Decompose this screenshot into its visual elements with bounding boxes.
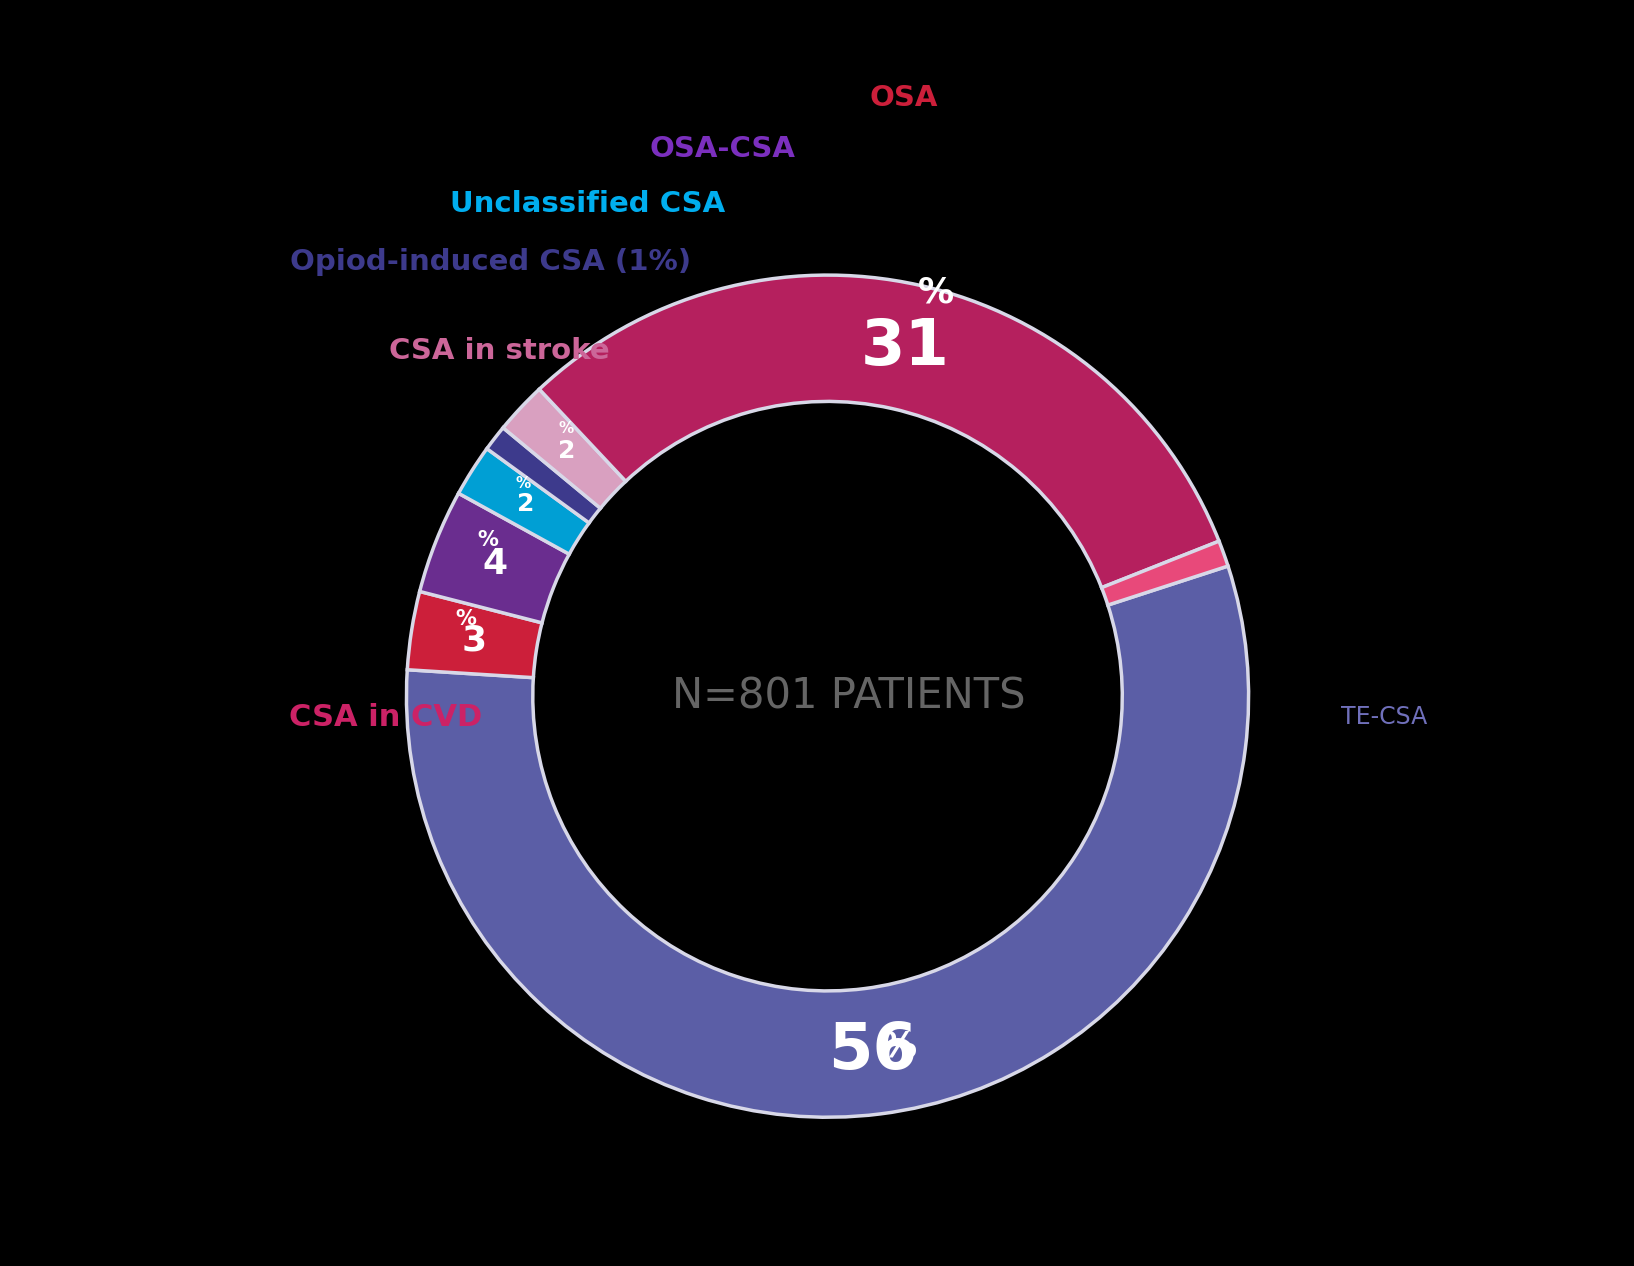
Text: 31: 31 [861, 316, 949, 377]
Text: 56: 56 [828, 1020, 917, 1082]
Wedge shape [420, 494, 569, 623]
Text: %: % [477, 529, 498, 549]
Text: 4: 4 [482, 547, 507, 581]
Text: Unclassified CSA: Unclassified CSA [449, 190, 725, 218]
Wedge shape [487, 428, 600, 523]
Wedge shape [407, 566, 1248, 1117]
Text: CSA in CVD: CSA in CVD [289, 703, 482, 732]
Text: %: % [515, 476, 531, 491]
Text: %: % [881, 1029, 917, 1063]
Text: 2: 2 [516, 492, 534, 517]
Text: TE-CSA: TE-CSA [1342, 705, 1428, 729]
Text: CSA in stroke: CSA in stroke [389, 337, 609, 365]
Wedge shape [407, 591, 542, 677]
Text: N=801 PATIENTS: N=801 PATIENTS [672, 675, 1026, 717]
Text: %: % [918, 276, 954, 310]
Text: %: % [559, 422, 574, 437]
Wedge shape [503, 389, 626, 508]
Text: 3: 3 [461, 623, 487, 657]
Text: OSA: OSA [869, 85, 938, 113]
Text: Opiod-induced CSA (1%): Opiod-induced CSA (1%) [291, 248, 691, 276]
Text: %: % [456, 609, 475, 629]
Wedge shape [539, 275, 1219, 587]
Wedge shape [459, 448, 590, 555]
Text: 2: 2 [557, 439, 575, 463]
Wedge shape [1101, 541, 1229, 605]
Text: OSA-CSA: OSA-CSA [649, 134, 796, 163]
